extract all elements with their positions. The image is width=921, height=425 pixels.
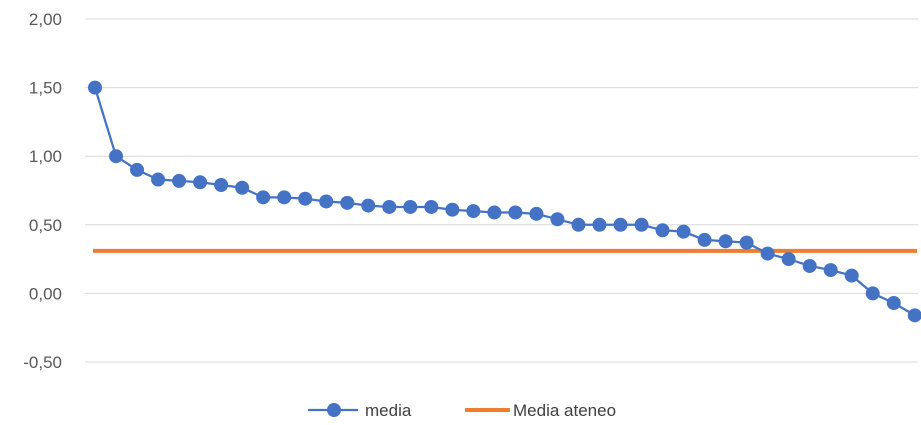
y-tick-label: -0,50 <box>23 353 62 372</box>
media-point <box>718 234 733 249</box>
y-tick-label: 1,00 <box>29 147 62 166</box>
y-tick-label: 0,00 <box>29 284 62 303</box>
media-point <box>529 206 544 221</box>
media-point <box>277 190 292 205</box>
media-point <box>403 199 418 214</box>
media-point <box>739 235 754 250</box>
media-point <box>802 258 817 273</box>
legend-media-marker <box>327 403 341 417</box>
media-point <box>466 204 481 219</box>
legend: media Media ateneo <box>308 401 616 420</box>
media-series <box>88 80 921 323</box>
y-tick-label: 1,50 <box>29 79 62 98</box>
media-point <box>886 296 901 311</box>
y-axis-tick-labels: 2,00 1,50 1,00 0,50 0,00 -0,50 <box>23 10 62 372</box>
media-point <box>88 80 102 95</box>
media-point <box>445 202 460 217</box>
media-point <box>193 175 208 190</box>
media-point <box>697 232 712 247</box>
media-point <box>151 172 166 187</box>
media-point <box>508 205 523 220</box>
media-point <box>424 199 439 214</box>
gridlines <box>85 18 918 363</box>
media-point <box>676 224 691 239</box>
media-point <box>130 162 145 177</box>
media-point <box>550 212 565 227</box>
media-point <box>655 223 670 238</box>
media-point <box>823 263 838 278</box>
media-point <box>235 180 250 195</box>
media-point <box>172 173 187 188</box>
media-point <box>571 217 586 232</box>
media-point <box>319 194 334 209</box>
media-point <box>256 190 271 205</box>
legend-label-media: media <box>365 401 412 420</box>
media-point <box>487 205 502 220</box>
media-point <box>109 149 124 164</box>
media-point <box>340 195 355 210</box>
media-point <box>361 198 376 213</box>
legend-label-media-ateneo: Media ateneo <box>513 401 616 420</box>
y-tick-label: 2,00 <box>29 10 62 29</box>
media-point <box>613 217 628 232</box>
media-point <box>214 178 229 193</box>
media-point <box>760 246 775 261</box>
media-point <box>634 217 649 232</box>
media-line <box>93 87 916 317</box>
media-point <box>844 268 859 283</box>
media-point <box>298 191 313 206</box>
media-point <box>781 252 796 267</box>
y-tick-label: 0,50 <box>29 216 62 235</box>
media-point <box>592 217 607 232</box>
media-point <box>907 308 921 323</box>
media-point <box>865 286 880 301</box>
media-point <box>382 199 397 214</box>
